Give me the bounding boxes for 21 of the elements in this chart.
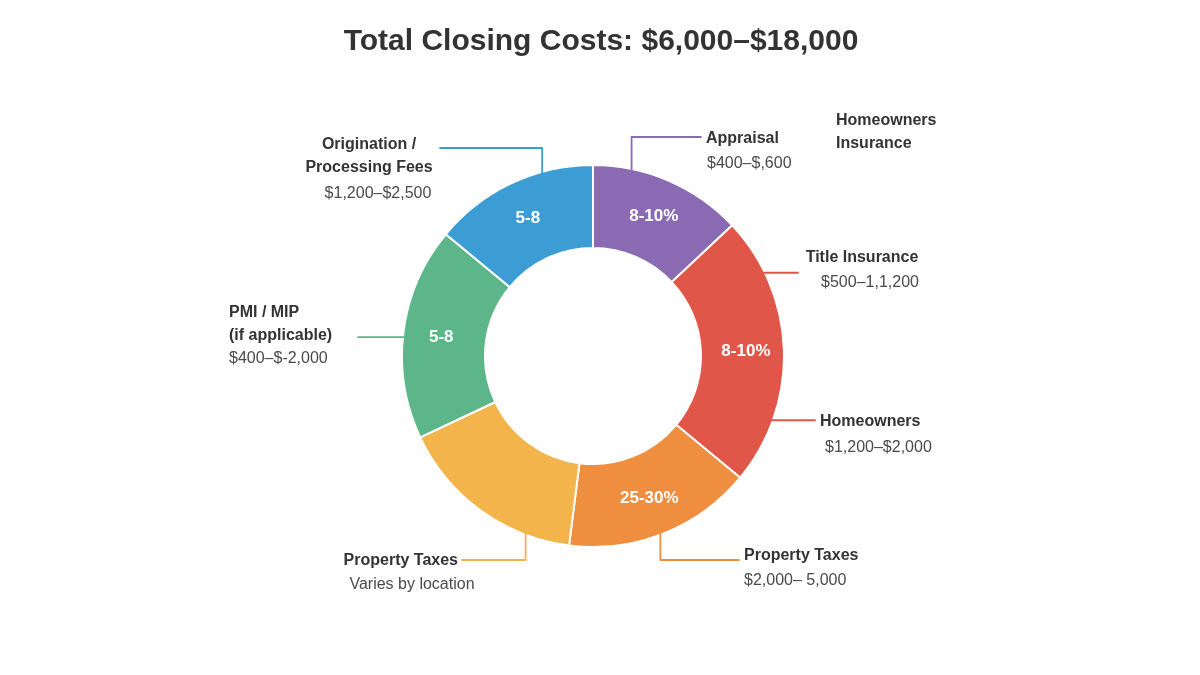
text: Varies by location [349,575,475,592]
slice-label: Origination / Processing Fees [305,135,433,175]
slice-label: Title Insurance [805,248,919,265]
text: $1,200–$2,000 [825,438,932,455]
slice-label: Property Taxes [343,551,459,568]
text: $500–1,1,200 [821,273,920,290]
text: 8-10% [629,205,679,225]
text: $2,000– 5,000 [744,571,847,588]
text: $1,200–$2,500 [324,184,432,201]
slice-label: PMI / MIP (if applicable) [229,303,333,343]
text: 25-30% [620,488,679,508]
text: Homeowners [820,412,921,429]
text: 5-8 [515,207,541,227]
chart-title: Total Closing Costs: $6,000–$18,000 [343,23,859,56]
slice-label: Property Taxes [744,546,859,563]
text: 5-8 [428,326,454,346]
slice-label: Appraisal [706,129,779,146]
text: $400–$,600 [707,154,792,171]
text: 8-10% [721,341,771,361]
text: $400–$-2,000 [229,349,328,366]
text: Homeowners Insurance [836,111,937,151]
